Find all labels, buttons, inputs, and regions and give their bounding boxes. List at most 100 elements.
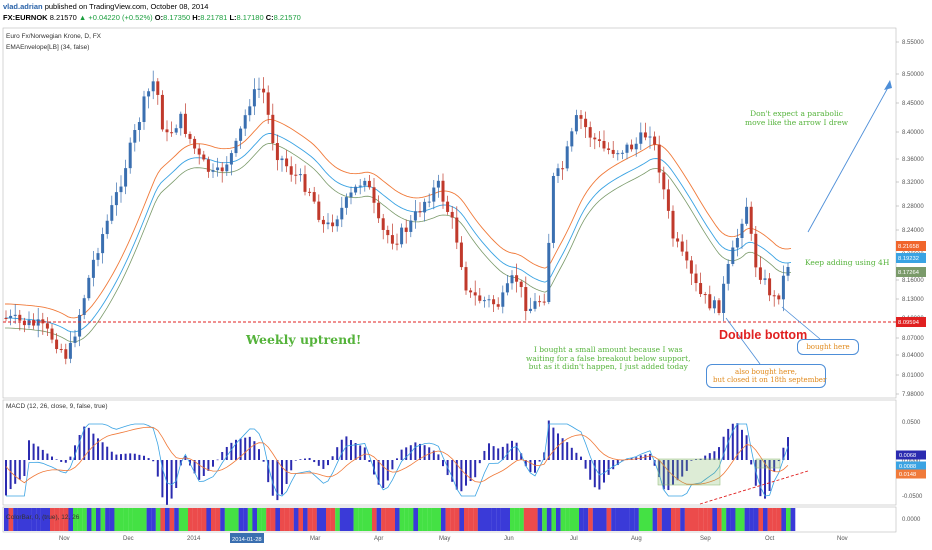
colorbar-segment	[22, 508, 28, 531]
candle-body	[91, 259, 95, 278]
macd-histogram-bar	[161, 460, 164, 498]
candle-body	[220, 167, 224, 172]
candle-body	[294, 174, 298, 176]
colorbar-segment	[500, 508, 506, 531]
colorbar-segment	[174, 508, 179, 531]
symbol-bar: FX:EURNOK 8.21570 ▲ +0.04220 (+0.52%) O:…	[3, 13, 301, 22]
colorbar-segment	[27, 508, 32, 531]
author-link[interactable]: vlad.adrian	[3, 2, 43, 11]
macd-histogram-bar	[216, 459, 219, 461]
colorbar-segment	[611, 508, 616, 531]
candle-body	[427, 201, 431, 203]
candle-body	[170, 132, 174, 134]
x-axis-label: Jul	[570, 536, 578, 542]
colorbar-segment	[188, 508, 193, 531]
colorbar-segment	[128, 508, 133, 531]
price-tick-label: 8.36000	[902, 157, 924, 163]
macd-histogram-bar	[294, 460, 297, 461]
macd-histogram-bar	[317, 460, 320, 466]
macd-tick-label: 0.0500	[902, 420, 921, 426]
candle-body	[620, 152, 624, 154]
macd-histogram-bar	[55, 459, 58, 460]
candle-body	[202, 154, 206, 160]
x-axis-label: Mar	[310, 536, 320, 542]
macd-histogram-bar	[198, 460, 201, 480]
macd-histogram-bar	[41, 449, 44, 460]
macd-histogram-bar	[308, 457, 311, 460]
price-tick-label: 8.40000	[902, 130, 924, 136]
price-tag	[896, 241, 926, 251]
price-tag-label: 8.09594	[898, 320, 920, 326]
macd-histogram-bar	[14, 460, 17, 484]
colorbar-segment	[781, 508, 787, 531]
colorbar-segment	[505, 508, 511, 531]
colorbar-segment	[569, 508, 575, 531]
x-axis-label: Sep	[700, 536, 711, 542]
colorbar-segment	[767, 508, 773, 531]
candle-body	[110, 205, 114, 221]
candle-body	[634, 143, 638, 150]
ema-envelope-label[interactable]: EMAEnvelope[LB] (34, false)	[6, 44, 90, 51]
double-bottom-note: Double bottom	[719, 328, 808, 342]
colorbar-segment	[293, 508, 299, 531]
candle-body	[78, 314, 82, 337]
colorbar-segment	[326, 508, 331, 531]
macd-histogram-bar	[368, 460, 371, 462]
macd-histogram-bar	[685, 460, 688, 471]
price-tick-label: 8.16000	[902, 278, 924, 284]
macd-histogram-bar	[120, 454, 122, 460]
candle-body	[183, 113, 187, 134]
price-tag	[896, 253, 926, 263]
price-tag-label: 8.17264	[898, 270, 920, 276]
macd-tag-label: 0.0068	[899, 453, 916, 459]
candle-body	[18, 314, 22, 321]
candle-body	[786, 266, 790, 276]
macd-label[interactable]: MACD (12, 26, close, 9, false, true)	[6, 403, 108, 410]
macd-histogram-bar	[552, 427, 555, 460]
colorbar-label[interactable]: ColorBar, 0, (true), 12, 26	[6, 514, 80, 521]
macd-histogram-bar	[759, 460, 762, 497]
parabolic-arrow	[807, 83, 891, 233]
macd-histogram-bar	[175, 460, 178, 489]
macd-histogram-bar	[400, 449, 403, 460]
macd-histogram-bar	[212, 460, 214, 467]
colorbar-segment	[413, 508, 419, 531]
colorbar-segment	[307, 508, 313, 531]
candle-body	[602, 140, 606, 149]
colorbar-segment	[367, 508, 373, 531]
colorbar-segment	[146, 508, 152, 531]
colorbar-segment	[86, 508, 92, 531]
macd-histogram-bar	[764, 460, 766, 499]
colorbar-segment	[390, 508, 396, 531]
x-axis-label: Aug	[631, 536, 642, 542]
candle-body	[206, 159, 210, 172]
macd-histogram-bar	[423, 445, 426, 460]
candle-body	[708, 294, 712, 309]
colorbar-segment	[579, 508, 584, 531]
colorbar-segment	[165, 508, 170, 531]
candle-body	[745, 206, 749, 224]
symbol-name[interactable]: FX:EURNOK	[3, 13, 48, 22]
macd-histogram-bar	[547, 420, 550, 460]
candle-body	[588, 127, 592, 138]
macd-histogram-bar	[359, 445, 362, 460]
colorbar-segment	[206, 508, 212, 531]
candle-body	[225, 164, 229, 172]
candle-body	[689, 260, 693, 274]
price-tag-label: 8.19232	[898, 256, 919, 262]
x-axis-label: May	[439, 536, 450, 542]
macd-histogram-bar	[603, 460, 605, 483]
macd-histogram-bar	[676, 460, 679, 481]
candle-body	[533, 301, 537, 309]
candle-body	[358, 185, 362, 187]
bought-here-callout: bought here	[797, 339, 859, 356]
candle-body	[331, 222, 335, 227]
colorbar-segment	[786, 508, 791, 531]
candle-body	[55, 339, 59, 350]
macd-histogram-bar	[566, 442, 569, 460]
colorbar-segment	[289, 508, 294, 531]
macd-histogram-bar	[584, 460, 587, 469]
colorbar-segment	[142, 508, 147, 531]
colorbar-segment	[160, 508, 166, 531]
